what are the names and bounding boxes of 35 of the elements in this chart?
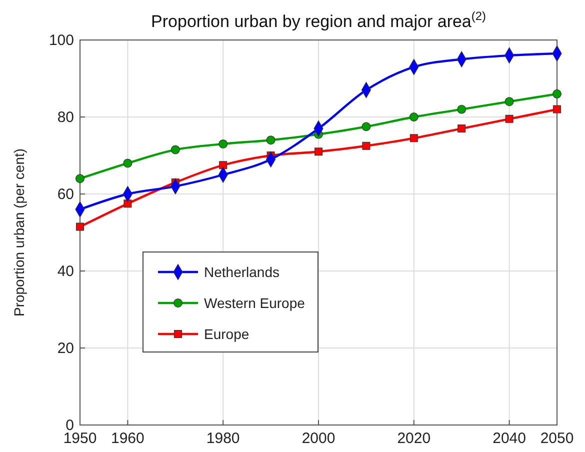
- y-tick-label: 80: [57, 109, 74, 126]
- point: [76, 222, 84, 231]
- x-tick-label: 2040: [492, 430, 526, 447]
- y-tick-label: 40: [57, 263, 74, 280]
- chart-title: Proportion urban by region and major area$^{(2)}$: [151, 9, 486, 31]
- y-tick-label: 20: [57, 340, 74, 357]
- legend-label: Netherlands: [204, 264, 280, 280]
- point: [124, 200, 132, 208]
- legend-label: Europe: [204, 326, 250, 342]
- point: [552, 89, 562, 98]
- point: [409, 112, 418, 122]
- x-tick-label: 2050: [540, 430, 574, 447]
- point: [362, 122, 371, 132]
- point: [314, 148, 323, 156]
- legend-label: Western Europe: [204, 295, 306, 311]
- x-tick-label: 1960: [111, 430, 144, 447]
- point: [457, 104, 466, 114]
- point: [458, 124, 466, 133]
- x-tick-label: 1980: [206, 430, 240, 447]
- x-tick-label: 2020: [397, 430, 431, 447]
- point: [76, 174, 84, 184]
- point: [362, 142, 370, 150]
- point: [219, 161, 228, 170]
- point: [504, 97, 514, 106]
- y-axis-title: Proportion urban (per cent): [11, 148, 27, 317]
- point: [170, 145, 180, 154]
- point: [123, 158, 132, 168]
- point: [218, 139, 228, 148]
- y-tick-label: 60: [57, 186, 74, 203]
- point: [552, 105, 562, 114]
- y-tick-label: 100: [48, 32, 74, 49]
- point: [505, 114, 514, 123]
- point: [410, 134, 418, 142]
- x-tick-label: 2000: [302, 430, 336, 447]
- point: [266, 136, 276, 145]
